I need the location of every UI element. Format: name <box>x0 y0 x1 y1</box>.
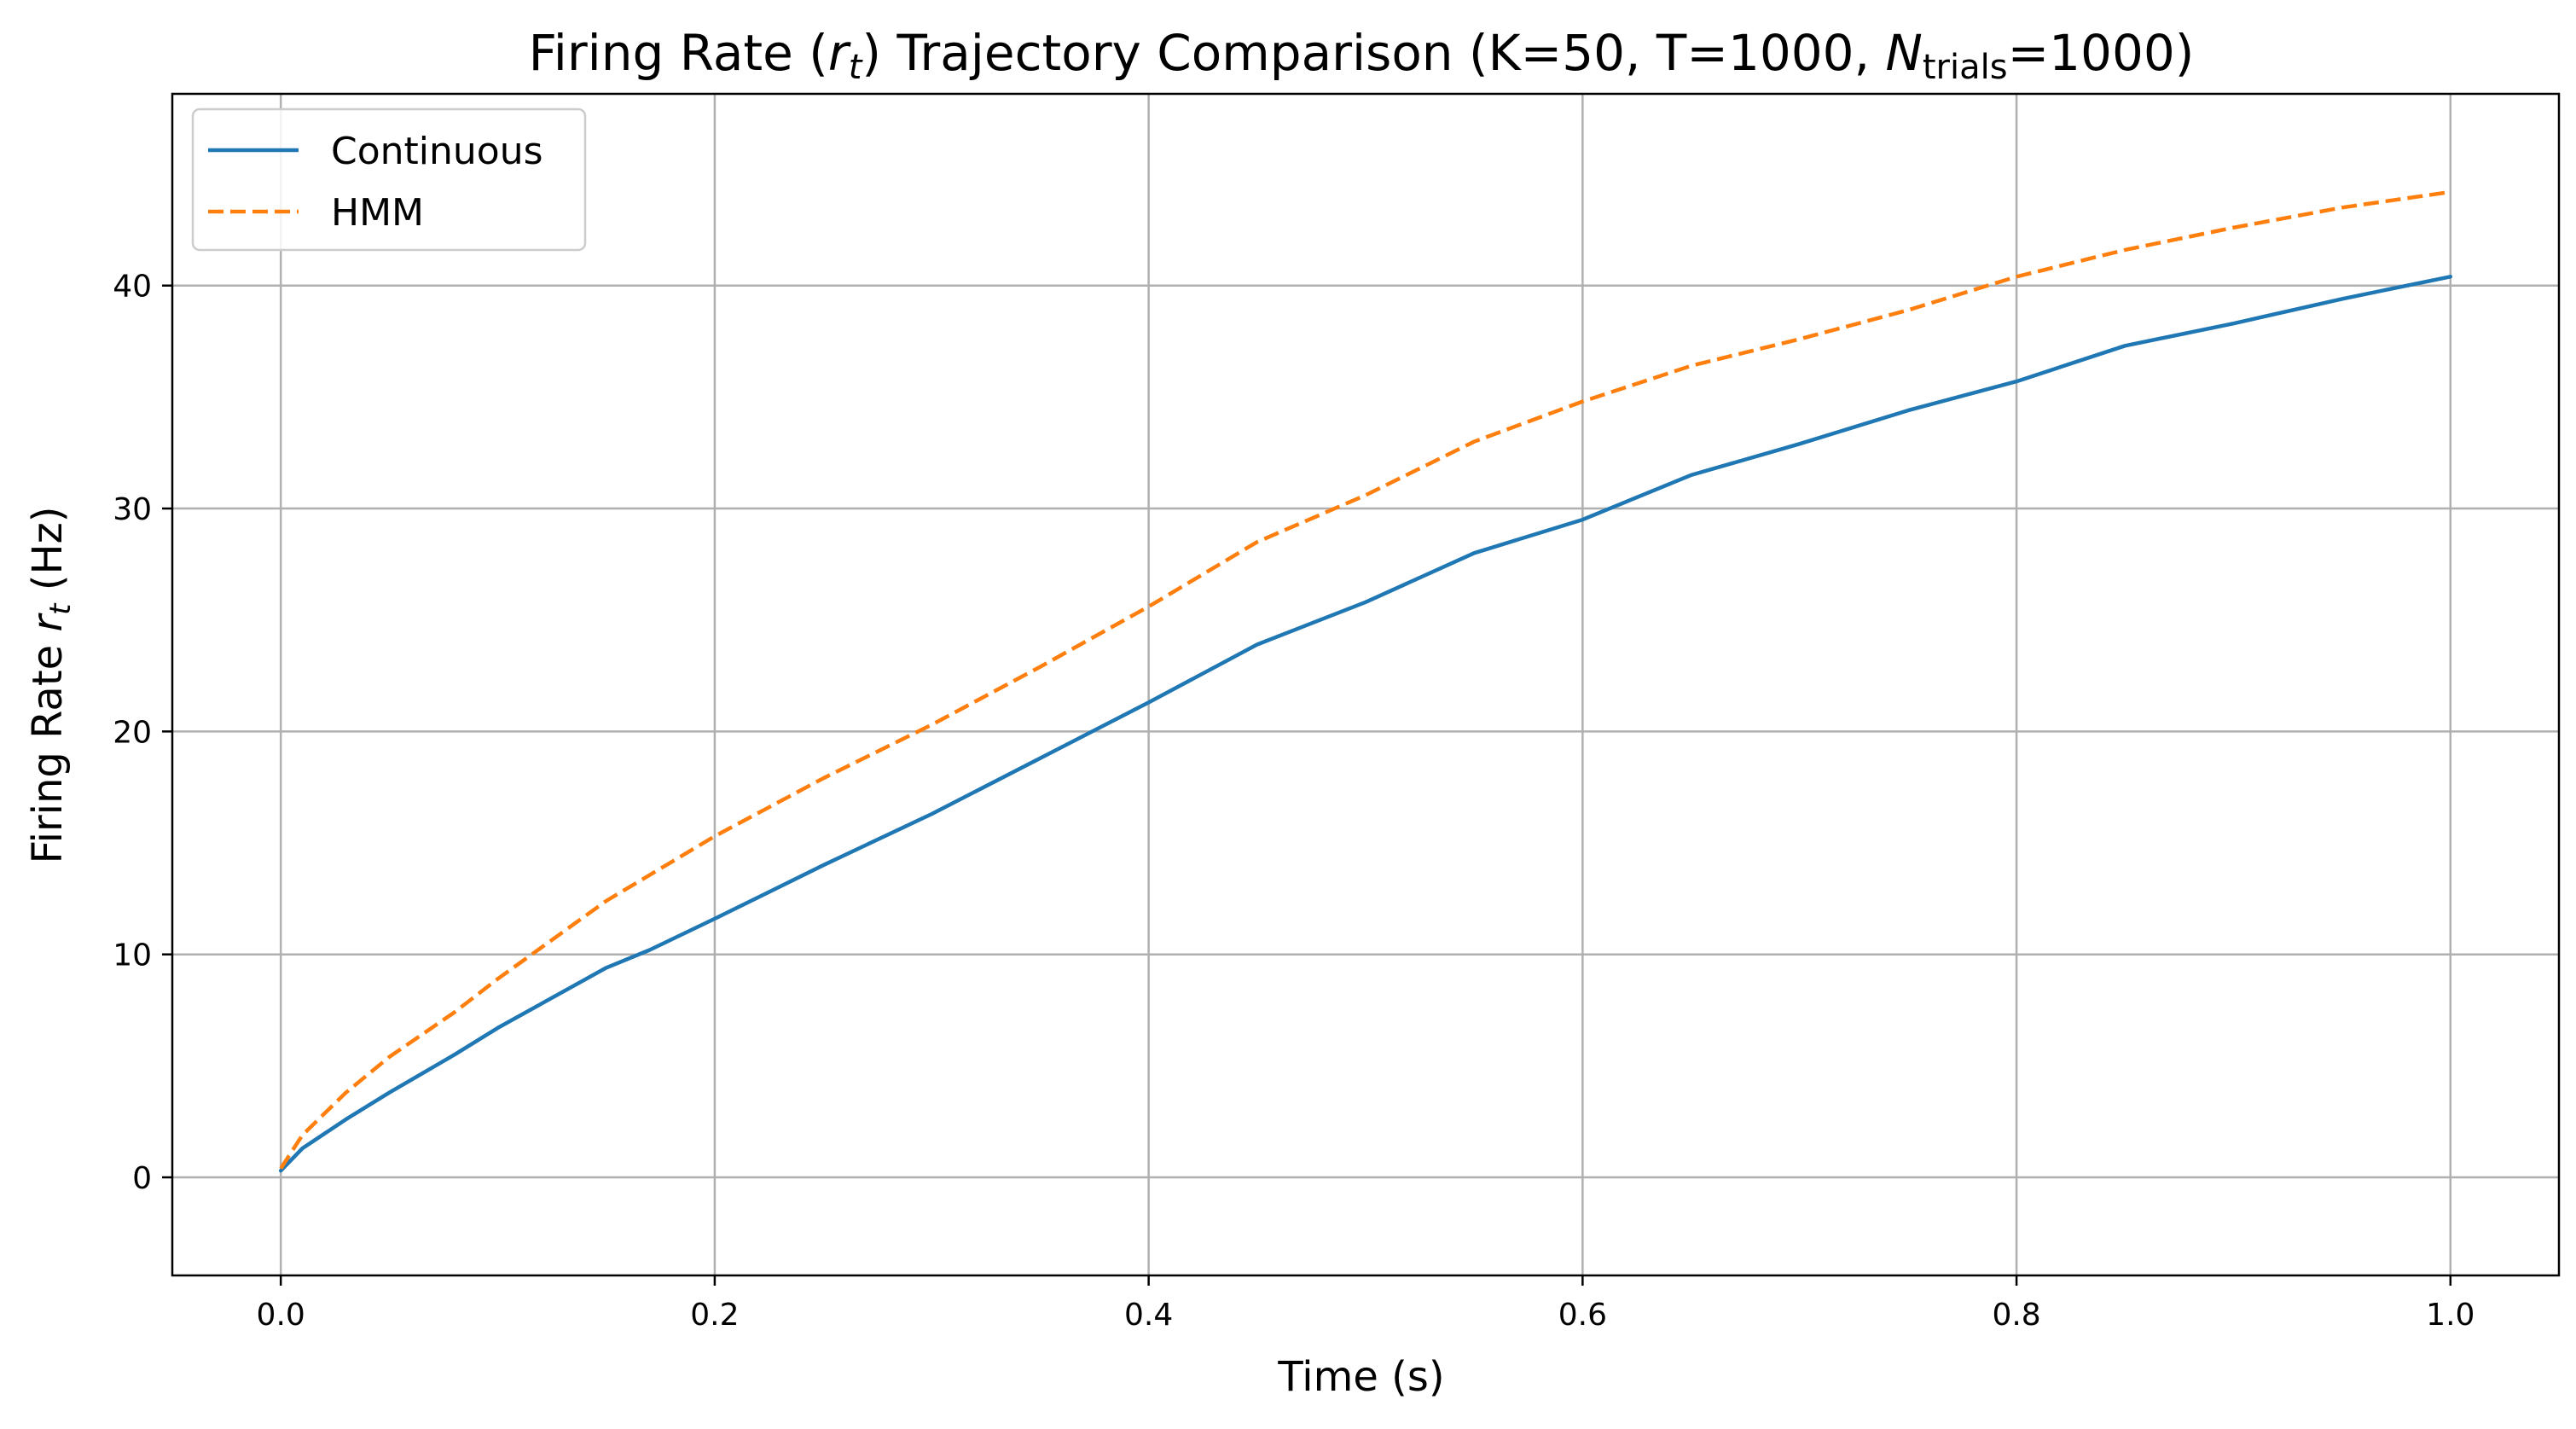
x-tick-label: 0.0 <box>257 1298 305 1333</box>
y-tick-label: 30 <box>113 492 152 527</box>
x-axis-label: Time (s) <box>1277 1353 1444 1401</box>
x-tick-label: 0.6 <box>1558 1298 1607 1333</box>
legend-label-hmm: HMM <box>331 191 424 235</box>
y-tick-label: 40 <box>113 270 152 305</box>
x-tick-label: 0.4 <box>1124 1298 1173 1333</box>
axis-ticks: 0.0 0.2 0.4 0.6 0.8 1.0 0 10 20 30 40 <box>113 270 2474 1333</box>
title-n-var: N <box>1885 24 1922 82</box>
chart-title: Firing Rate (rt) Trajectory Comparison (… <box>529 24 2195 87</box>
x-tick-label: 0.8 <box>1992 1298 2040 1333</box>
ylabel-suffix: (Hz) <box>24 506 72 603</box>
y-tick-label: 0 <box>132 1161 152 1196</box>
legend-box <box>191 107 587 252</box>
x-tick-label: 0.2 <box>690 1298 739 1333</box>
title-suffix: =1000) <box>2008 24 2195 82</box>
title-math-var: r <box>828 24 851 82</box>
ylabel-math-sub: t <box>44 602 78 615</box>
title-n-sub: trials <box>1923 48 2008 87</box>
y-tick-label: 10 <box>113 938 152 973</box>
series-line-continuous <box>278 275 2453 1173</box>
ylabel-prefix: Firing Rate <box>24 632 72 864</box>
legend: Continuous HMM <box>191 107 587 252</box>
x-tick-label: 1.0 <box>2426 1298 2474 1333</box>
legend-label-continuous: Continuous <box>331 130 543 173</box>
title-math-sub: t <box>849 48 863 87</box>
ylabel-math-var: r <box>24 613 72 632</box>
y-axis-label: Firing Rate rt (Hz) <box>24 506 78 863</box>
plot-frame <box>171 92 2561 1277</box>
title-mid: ) Trajectory Comparison (K=50, T=1000, <box>862 24 1885 82</box>
y-tick-label: 20 <box>113 715 152 750</box>
series-lines <box>278 189 2453 1173</box>
series-line-hmm <box>279 189 2451 1170</box>
title-prefix: Firing Rate ( <box>529 24 828 82</box>
grid-lines <box>172 94 2559 1275</box>
